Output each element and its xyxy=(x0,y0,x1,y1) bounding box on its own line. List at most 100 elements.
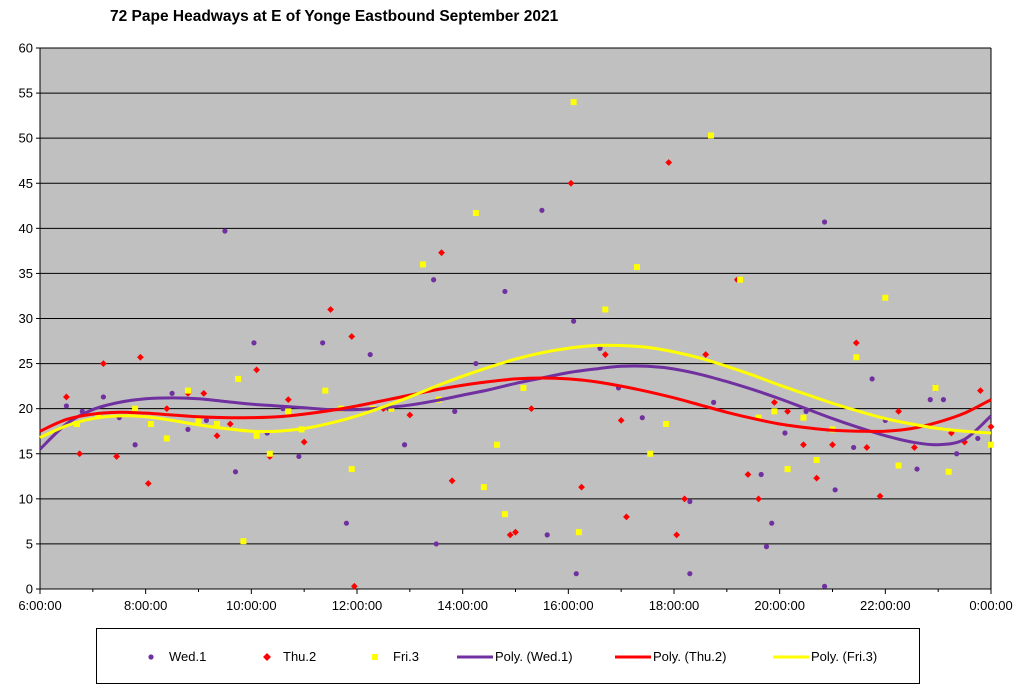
data-point-fri xyxy=(95,411,102,418)
data-point-fri xyxy=(163,435,170,442)
data-point-fri xyxy=(784,466,791,473)
legend-label-poly-fri: Poly. (Fri.3) xyxy=(811,649,878,664)
legend-label-poly-wed: Poly. (Wed.1) xyxy=(495,649,573,664)
data-point-wed xyxy=(758,471,764,478)
data-point-wed xyxy=(954,451,960,457)
data-point-fri xyxy=(132,405,139,412)
data-point-wed xyxy=(832,487,838,493)
data-point-fri xyxy=(285,408,292,415)
data-point-fri xyxy=(147,420,154,427)
data-point-fri xyxy=(253,432,260,439)
data-point-wed xyxy=(639,415,645,421)
x-tick-label: 22:00:00 xyxy=(860,598,911,613)
data-point-thu xyxy=(348,333,356,340)
x-tick-label: 16:00:00 xyxy=(543,598,594,613)
data-point-wed xyxy=(597,345,603,351)
data-point-fri xyxy=(213,420,220,427)
legend-label-fri: Fri.3 xyxy=(393,649,419,664)
legend-marker-wed xyxy=(148,654,154,660)
data-point-wed xyxy=(687,498,693,505)
data-point-wed xyxy=(821,219,828,225)
data-point-wed xyxy=(320,340,326,346)
data-point-wed xyxy=(185,426,191,433)
legend-line-poly-thu xyxy=(615,655,651,659)
data-point-fri xyxy=(480,484,487,491)
data-point-wed xyxy=(169,390,175,396)
data-point-wed xyxy=(251,340,257,346)
data-point-thu xyxy=(213,432,221,440)
y-tick-label: 55 xyxy=(19,86,33,101)
data-point-thu xyxy=(527,405,535,413)
y-tick-label: 40 xyxy=(19,221,33,236)
data-point-wed xyxy=(401,442,408,448)
data-point-wed xyxy=(100,394,106,400)
data-point-fri xyxy=(602,306,609,313)
data-point-thu xyxy=(438,249,445,257)
data-point-fri xyxy=(73,420,80,427)
data-point-fri xyxy=(266,450,273,457)
data-point-fri xyxy=(501,511,508,518)
data-point-thu xyxy=(681,495,688,503)
data-point-thu xyxy=(601,351,609,358)
legend-line-poly-wed xyxy=(457,655,493,659)
data-point-wed xyxy=(502,288,508,295)
y-tick-label: 5 xyxy=(26,536,33,551)
y-tick-label: 10 xyxy=(19,491,33,506)
data-point-wed xyxy=(132,442,138,448)
trendline-wed xyxy=(38,364,993,451)
data-point-fri xyxy=(570,99,577,106)
data-point-fri xyxy=(707,132,714,139)
chart-title: 72 Pape Headways at E of Yonge Eastbound… xyxy=(110,8,559,25)
y-tick-label: 60 xyxy=(19,41,33,56)
data-point-fri xyxy=(472,210,479,217)
data-point-thu xyxy=(755,495,762,503)
data-point-thu xyxy=(76,450,84,458)
data-point-wed xyxy=(544,532,550,538)
data-point-fri xyxy=(895,462,902,469)
data-point-fri xyxy=(945,468,952,475)
data-point-fri xyxy=(575,529,582,536)
y-tick-label: 15 xyxy=(19,446,33,461)
data-point-thu xyxy=(200,389,208,397)
y-tick-label: 45 xyxy=(19,176,33,191)
data-point-fri xyxy=(813,457,820,464)
data-point-fri xyxy=(235,375,242,382)
data-point-fri xyxy=(420,261,427,268)
data-point-thu xyxy=(350,582,358,590)
data-point-thu xyxy=(300,438,308,446)
data-point-wed xyxy=(975,435,981,442)
data-point-wed xyxy=(473,360,479,367)
data-point-thu xyxy=(163,405,171,413)
legend-label-thu: Thu.2 xyxy=(283,649,317,664)
data-point-thu xyxy=(136,353,144,361)
data-point-wed xyxy=(851,444,857,451)
data-point-wed xyxy=(914,466,920,472)
y-tick-label: 0 xyxy=(26,582,33,597)
y-tick-label: 35 xyxy=(19,266,33,281)
data-point-fri xyxy=(800,414,807,421)
data-point-wed xyxy=(452,408,458,414)
data-point-thu xyxy=(876,492,884,500)
data-point-wed xyxy=(222,228,228,234)
y-tick-label: 20 xyxy=(19,401,33,416)
data-point-thu xyxy=(226,420,234,428)
data-point-wed xyxy=(687,571,693,577)
data-point-thu xyxy=(567,179,575,187)
data-point-wed xyxy=(940,397,947,403)
data-point-thu xyxy=(506,531,514,539)
data-point-thu xyxy=(144,480,152,487)
data-point-wed xyxy=(782,430,788,436)
data-point-wed xyxy=(711,399,717,405)
data-point-fri xyxy=(755,414,762,421)
data-point-fri xyxy=(988,441,994,448)
data-point-fri xyxy=(494,441,501,448)
data-point-fri xyxy=(184,387,191,394)
legend-line-poly-fri xyxy=(773,655,809,659)
data-point-fri xyxy=(932,384,939,391)
data-point-fri xyxy=(853,354,860,361)
data-point-fri xyxy=(240,538,247,545)
data-point-thu xyxy=(448,477,456,485)
data-point-fri xyxy=(322,387,329,394)
data-point-fri xyxy=(388,405,395,412)
data-point-wed xyxy=(296,453,302,460)
